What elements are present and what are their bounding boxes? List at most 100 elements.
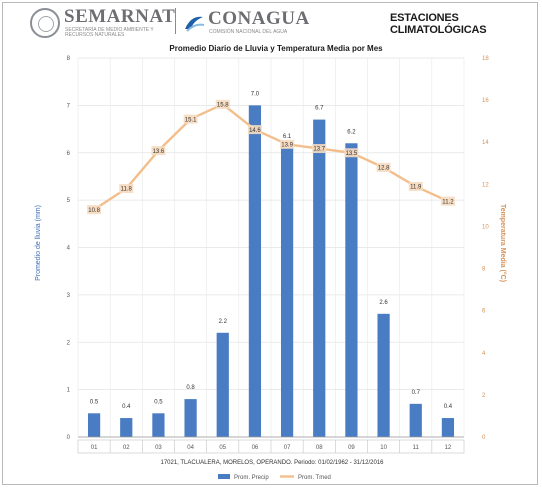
precip-value-label: 0.5: [154, 399, 163, 405]
y-axis-label-left: Promedio de lluvia (mm): [35, 205, 42, 281]
chart-title: Promedio Diario de Lluvia y Temperatura …: [169, 44, 383, 53]
precip-bar: [377, 313, 390, 437]
y-tick-left: 4: [67, 246, 71, 252]
x-tick-label: 11: [413, 445, 420, 451]
y-axis-label-right: Temperatura Media (°C): [499, 204, 507, 282]
legend-label-temp: Prom. Tmed: [298, 475, 331, 481]
y-tick-right: 18: [482, 56, 489, 62]
x-tick-label: 05: [219, 445, 226, 451]
precip-bar: [87, 413, 101, 437]
precip-bar: [441, 418, 455, 437]
temp-label-box: [119, 184, 134, 194]
precip-bar: [248, 105, 262, 437]
x-tick-label: 09: [348, 445, 355, 451]
temp-label-box: [183, 114, 198, 124]
temp-label-box: [247, 125, 262, 135]
data-labels: 0.5 0.4 0.5 0.8 2.2 7.0 6.1 6.7 6.2 2.6 0.7 0.4 10.8…: [87, 91, 455, 410]
x-tick-label: 08: [316, 445, 323, 451]
temp-value-label: 11.8: [121, 187, 133, 193]
conagua-subtitle: COMISIÓN NACIONAL DEL AGUA: [209, 29, 288, 35]
section-title: ESTACIONES CLIMATOLÓGICAS: [390, 12, 487, 36]
y-tick-right: 10: [482, 224, 489, 230]
precip-value-label: 0.7: [412, 390, 421, 396]
y-tick-left: 7: [67, 103, 71, 109]
legend-swatch-precip: [218, 474, 230, 479]
precip-bar: [345, 143, 358, 437]
conagua-drop-icon: [185, 16, 205, 32]
precip-value-label: 0.4: [444, 404, 453, 410]
temp-value-label: 12.8: [378, 166, 390, 172]
precip-value-label: 6.7: [315, 106, 324, 112]
report-header: SEMARNAT SECRETARÍA DE MEDIO AMBIENTE Y …: [0, 0, 542, 40]
precip-value-label: 0.8: [186, 385, 195, 391]
temp-label-box: [215, 99, 230, 109]
y-tick-right: 8: [482, 267, 486, 273]
y-tick-left: 1: [67, 388, 71, 394]
temp-value-label: 11.9: [410, 185, 422, 191]
temp-label-box: [87, 205, 102, 215]
chart-legend: Prom. Precip Prom. Tmed: [218, 474, 331, 481]
temp-label-box: [440, 196, 455, 206]
y-tick-left: 3: [67, 293, 71, 299]
conagua-logo-text: CONAGUA: [208, 8, 310, 29]
temp-value-label: 14.6: [249, 128, 261, 134]
precip-value-label: 2.6: [379, 300, 388, 306]
x-tick-label: 06: [252, 445, 259, 451]
x-tick-label: 04: [187, 445, 194, 451]
x-tick-label: 12: [445, 445, 452, 451]
y-tick-right: 2: [482, 393, 486, 399]
y-tick-right: 16: [482, 98, 489, 104]
station-footer: 17021, TLACUALERA, MORELOS, OPERANDO. Pe…: [160, 460, 384, 466]
x-tick-label: 03: [155, 445, 162, 451]
temp-value-label: 13.5: [346, 151, 358, 157]
precip-value-label: 6.2: [347, 129, 356, 135]
temp-value-label: 15.1: [185, 117, 197, 123]
x-tick-label: 07: [284, 445, 291, 451]
legend-label-precip: Prom. Precip: [234, 475, 269, 481]
y-tick-left: 2: [67, 340, 71, 346]
temp-label-box: [312, 144, 327, 154]
precip-value-label: 0.4: [122, 404, 131, 410]
precip-bar: [313, 119, 326, 438]
precip-value-label: 6.1: [283, 134, 292, 140]
temp-value-label: 13.9: [281, 143, 293, 149]
temp-value-label: 15.8: [217, 103, 229, 109]
report-frame: [2, 2, 538, 485]
temp-label-box: [151, 146, 166, 156]
precip-bars: [87, 105, 455, 438]
semarnat-subtitle: SECRETARÍA DE MEDIO AMBIENTE Y RECURSOS …: [65, 27, 154, 38]
precip-value-label: 0.5: [90, 399, 99, 405]
logo-separator: [175, 8, 176, 34]
precip-value-label: 2.2: [219, 319, 228, 325]
y-tick-right: 4: [482, 351, 486, 357]
semarnat-logo-text: SEMARNAT: [64, 6, 176, 27]
x-tick-label: 10: [380, 445, 387, 451]
temp-label-box: [376, 162, 391, 172]
temp-value-label: 13.7: [313, 147, 325, 153]
temp-value-label: 11.2: [442, 199, 454, 205]
y-tick-left: 5: [67, 198, 71, 204]
temp-label-box: [280, 139, 295, 149]
y-tick-left: 8: [67, 56, 71, 62]
precip-bar: [184, 399, 197, 437]
y-tick-left: 0: [67, 435, 71, 441]
precip-bar: [280, 148, 294, 437]
y-tick-right: 12: [482, 182, 489, 188]
precip-bar: [120, 418, 133, 437]
x-tick-label: 02: [123, 445, 130, 451]
temp-value-label: 10.8: [88, 208, 100, 214]
precip-value-label: 7.0: [251, 91, 260, 97]
y-tick-left: 6: [67, 151, 71, 157]
y-tick-right: 0: [482, 435, 486, 441]
temp-label-box: [344, 148, 359, 158]
precip-bar: [152, 413, 165, 437]
temp-value-label: 13.6: [153, 149, 165, 155]
x-tick-label: 01: [91, 445, 98, 451]
national-seal-icon: [30, 8, 60, 38]
precip-bar: [216, 332, 229, 437]
temp-label-box: [408, 181, 423, 191]
precip-bar: [409, 403, 422, 437]
chart-gridlines: [77, 57, 465, 438]
